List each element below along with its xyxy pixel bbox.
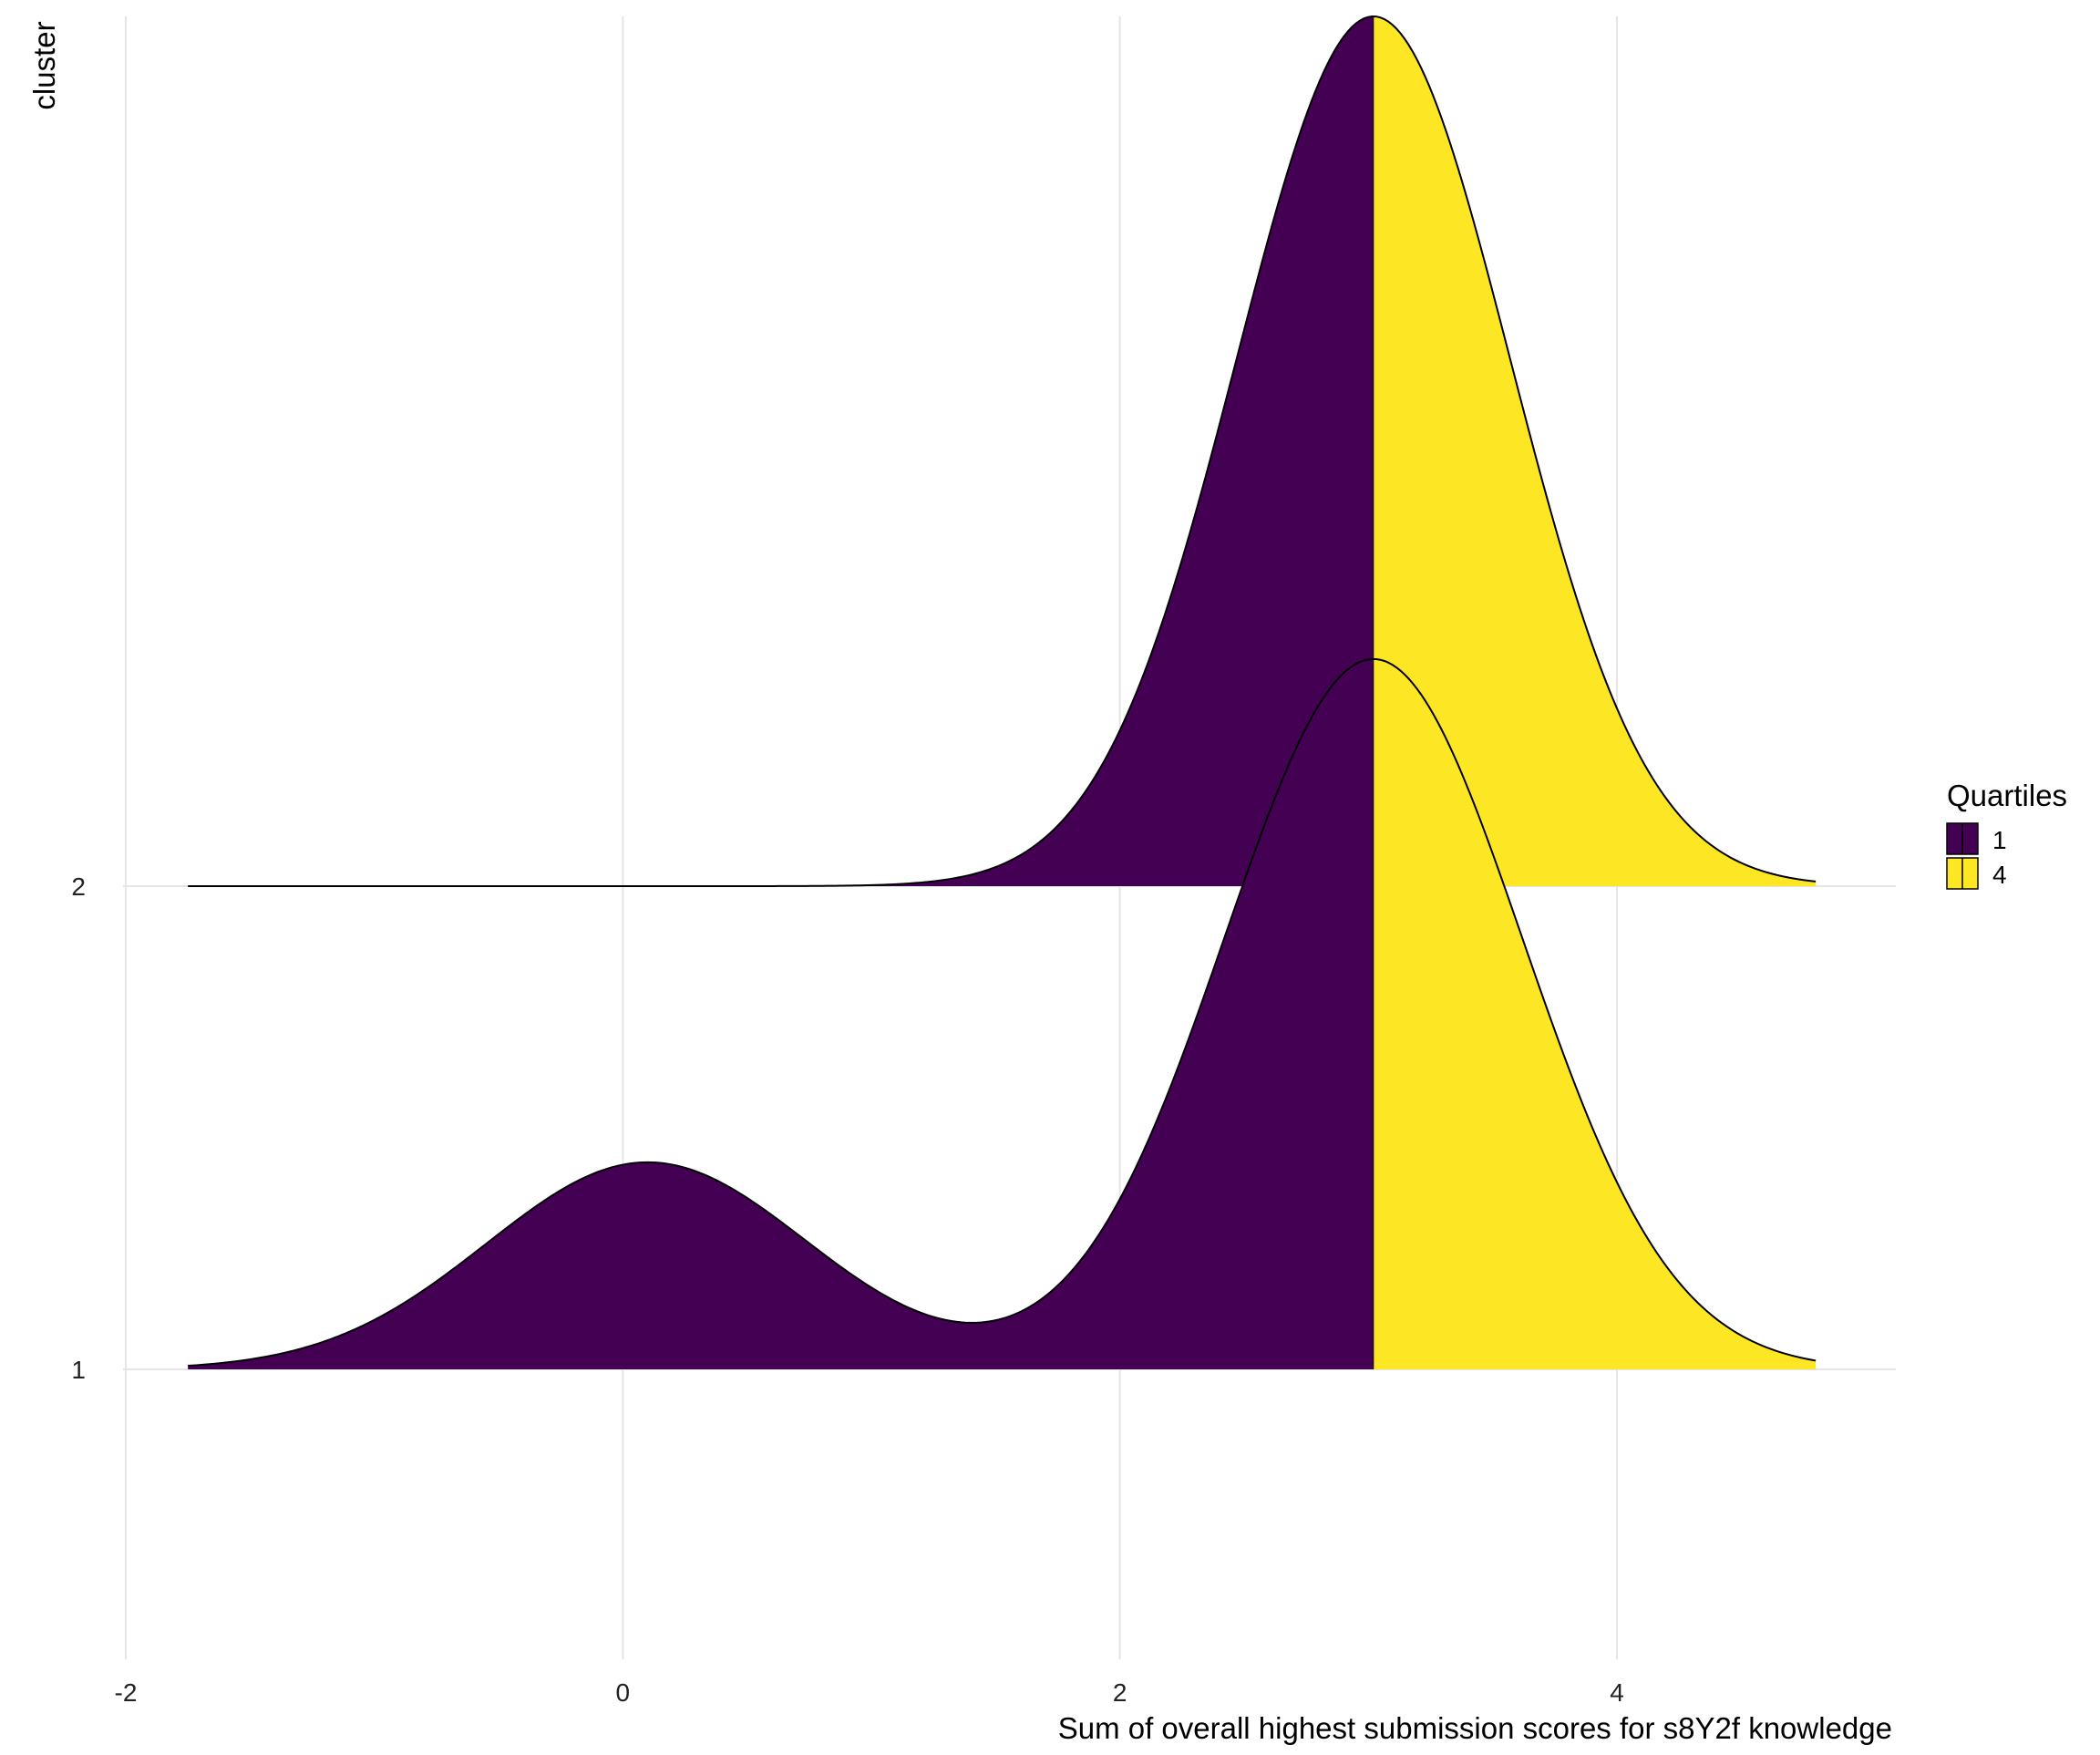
y-tick-label: 1	[71, 1356, 86, 1384]
ridge-fill-quartile-4	[1373, 15, 1817, 886]
x-tick-label: 0	[616, 1678, 631, 1707]
legend-label: 4	[1992, 861, 2007, 889]
y-axis-label: cluster	[27, 21, 61, 109]
ridge-outline-cluster-1	[188, 657, 1817, 1368]
density-ridges	[188, 15, 1817, 1369]
x-tick-label: 4	[1610, 1678, 1624, 1707]
ridge-fill-quartile-1	[188, 658, 1374, 1369]
legend-title: Quartiles	[1947, 779, 2067, 812]
legend: Quartiles 1 4	[1946, 779, 2067, 890]
x-tick-label: 2	[1113, 1678, 1127, 1707]
ridge-fill-quartile-4	[1373, 658, 1817, 1369]
y-tick-label: 2	[71, 872, 86, 901]
ridge-outline-cluster-2	[188, 15, 1817, 887]
axes: Sum of overall highest submission scores…	[27, 21, 1892, 1745]
legend-label: 1	[1992, 826, 2007, 854]
ridge-fill-quartile-1	[188, 15, 1374, 886]
x-axis-label: Sum of overall highest submission scores…	[1058, 1711, 1892, 1745]
x-tick-label: -2	[115, 1678, 138, 1707]
